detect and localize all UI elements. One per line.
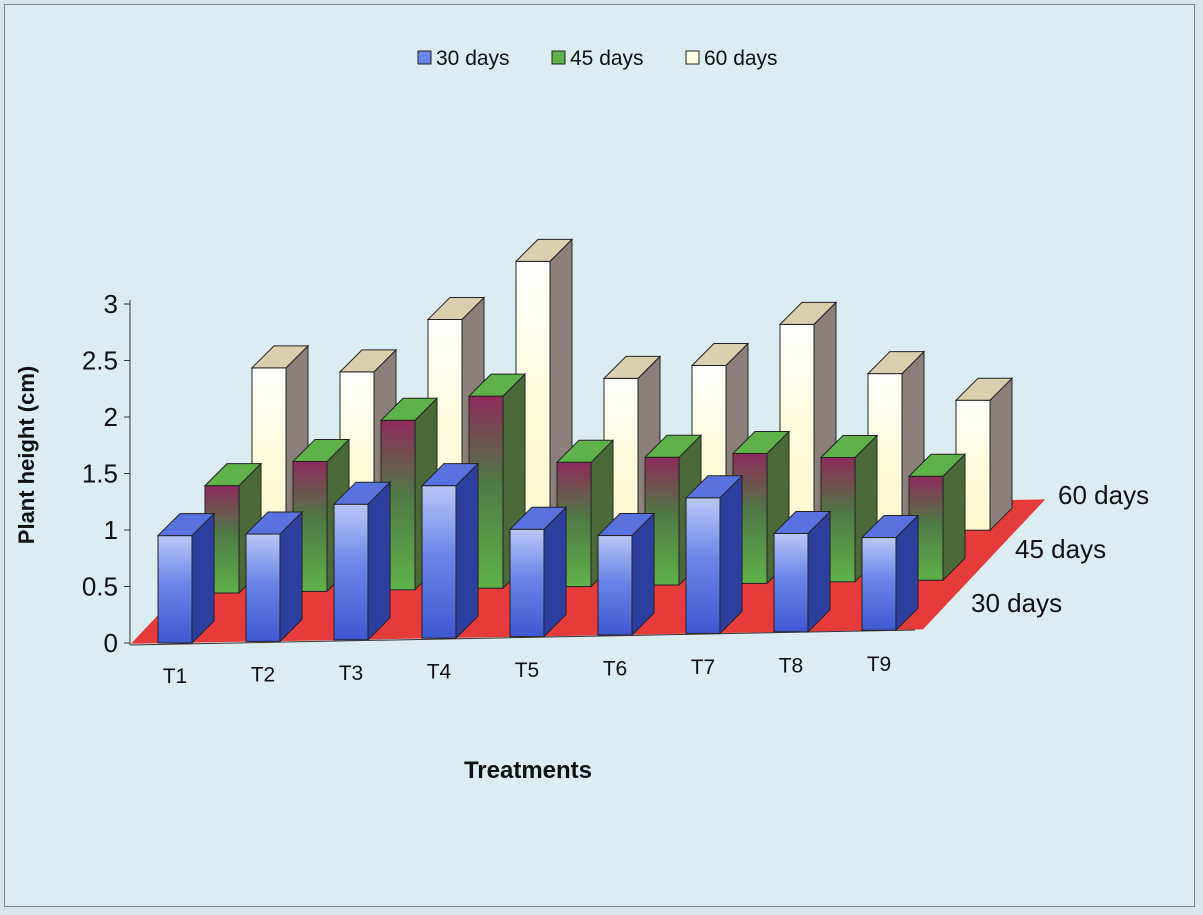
legend-item: 45 days (551, 47, 644, 70)
bar-top-face (778, 301, 838, 325)
bar-front-face (861, 537, 897, 631)
legend-swatch (685, 50, 700, 65)
x-tick-label: T9 (867, 653, 892, 676)
y-tick-label: 3 (104, 289, 118, 319)
bar-30-days-T1 (156, 512, 216, 645)
legend-item: 30 days (417, 47, 510, 70)
y-tick-label: 2.5 (82, 346, 118, 376)
x-tick-labels: T1 T2 T3 T4 T5 T6 T7 T8 T9 (163, 653, 892, 688)
bar-top-face (866, 351, 926, 375)
legend-label: 60 days (704, 47, 778, 70)
x-tick-label: T1 (163, 665, 188, 688)
bar-30-days-T7 (684, 474, 744, 635)
bar-top-face (772, 510, 832, 534)
bar-top-face (731, 430, 791, 454)
bar-front-face (157, 535, 193, 644)
bar-side-face (367, 480, 391, 642)
bar-top-face (860, 515, 920, 539)
x-tick-label: T4 (427, 661, 452, 684)
bar-30-days-T8 (772, 510, 832, 634)
bar-top-face (684, 475, 744, 499)
bar-top-face (596, 513, 656, 537)
bar-top-face (819, 435, 879, 458)
bar-top-face (338, 349, 398, 373)
y-tick-label: 0 (104, 628, 118, 658)
x-tick-label: T5 (515, 659, 540, 682)
bar-side-face (719, 474, 743, 635)
bar-top-face (954, 377, 1014, 401)
bar-top-face (602, 355, 662, 379)
bar-front-face (597, 535, 633, 636)
bar-30-days-T6 (596, 512, 656, 637)
depth-axis-label: 60 days (1058, 480, 1149, 510)
legend-label: 30 days (436, 47, 510, 70)
chart-bars (156, 238, 1014, 645)
y-tick-label: 1 (104, 515, 118, 545)
bar-top-face (555, 439, 615, 463)
chart-axes (129, 300, 916, 646)
x-tick-label: T8 (779, 655, 804, 678)
bar-top-face (420, 463, 480, 487)
y-tick-label: 0.5 (82, 572, 118, 602)
x-axis-title: Treatments (464, 757, 592, 784)
bar-top-face (244, 511, 304, 535)
bar-front-face (421, 485, 457, 639)
bar-30-days-T5 (508, 506, 568, 638)
bar-front-face (245, 533, 281, 642)
bar-top-face (156, 513, 216, 537)
depth-axis-label: 30 days (971, 588, 1062, 618)
bar-30-days-T3 (332, 480, 392, 642)
y-axis-title: Plant height (cm) (14, 366, 39, 544)
bar-top-face (379, 397, 439, 421)
y-tick-label: 1.5 (82, 459, 118, 489)
depth-axis-labels: 30 days 45 days 60 days (971, 480, 1149, 618)
bar-top-face (907, 453, 967, 477)
x-axis-line (129, 629, 916, 646)
bar-top-face (467, 373, 527, 397)
y-tick-labels: 0 0.5 1 1.5 2 2.5 3 (82, 289, 130, 658)
bar-front-face (685, 497, 721, 634)
x-tick-label: T3 (339, 662, 364, 685)
x-tick-label: T6 (603, 658, 628, 681)
bar-top-face (332, 481, 392, 505)
bar-top-face (426, 296, 486, 320)
depth-axis-label: 45 days (1015, 534, 1106, 564)
bar-side-face (989, 377, 1013, 532)
bar-top-face (643, 434, 703, 458)
bar-60-days-T9 (954, 377, 1014, 532)
x-tick-label: T7 (691, 656, 716, 679)
bar-30-days-T9 (860, 514, 920, 632)
bar-top-face (250, 345, 310, 369)
legend-swatch (417, 50, 432, 65)
bar-top-face (291, 438, 351, 462)
bar-side-face (455, 462, 479, 640)
bar-30-days-T4 (420, 462, 480, 640)
bar-top-face (203, 463, 263, 487)
bar-top-face (690, 343, 750, 366)
legend-item: 60 days (685, 47, 778, 70)
bar-front-face (333, 503, 369, 641)
bar-top-face (514, 238, 574, 262)
legend-swatch (551, 50, 566, 65)
y-tick-label: 2 (104, 402, 118, 432)
x-tick-label: T2 (251, 664, 276, 687)
bar-top-face (508, 506, 568, 530)
bar-front-face (773, 532, 809, 633)
bar-front-face (509, 528, 545, 638)
legend-label: 45 days (570, 47, 644, 70)
bar-30-days-T2 (244, 510, 304, 643)
legend: 30 days 45 days 60 days (417, 47, 778, 70)
